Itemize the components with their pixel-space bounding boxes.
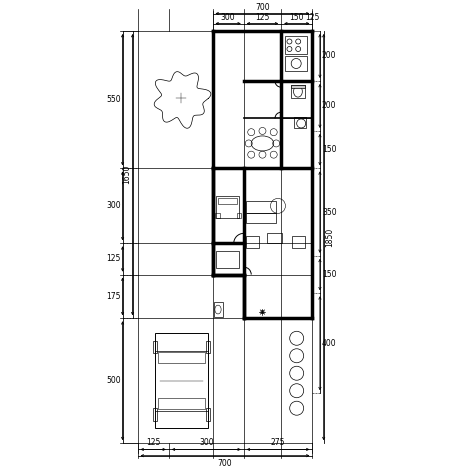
Text: 150: 150	[289, 13, 304, 22]
Bar	[153, 408, 157, 421]
Bar	[216, 196, 239, 219]
Text: 125: 125	[106, 254, 121, 264]
Text: 150: 150	[322, 270, 337, 279]
Text: 200: 200	[322, 102, 337, 110]
Bar	[246, 236, 259, 248]
Text: 400: 400	[322, 339, 337, 348]
Text: 700: 700	[218, 459, 232, 468]
Bar	[291, 86, 305, 88]
Bar	[155, 333, 207, 428]
Text: 500: 500	[106, 376, 121, 385]
Bar	[246, 201, 276, 213]
Bar	[215, 213, 220, 219]
Bar	[292, 236, 305, 248]
Bar	[267, 234, 283, 243]
Bar	[214, 302, 222, 317]
Text: 150: 150	[322, 145, 337, 154]
Bar	[246, 213, 276, 223]
Bar	[206, 408, 210, 421]
Text: 275: 275	[271, 439, 285, 447]
Text: 1650: 1650	[122, 165, 131, 184]
Bar	[158, 398, 205, 409]
Text: 300: 300	[221, 13, 235, 22]
Text: 125: 125	[305, 13, 320, 22]
Bar	[158, 352, 205, 363]
Bar	[285, 36, 307, 54]
Bar	[291, 85, 305, 98]
Text: 125: 125	[146, 439, 160, 447]
Bar	[294, 117, 306, 128]
Text: 350: 350	[322, 208, 337, 217]
Text: 125: 125	[255, 13, 270, 22]
Text: 175: 175	[106, 292, 121, 301]
Bar	[238, 213, 241, 219]
Text: 700: 700	[255, 2, 270, 12]
Bar	[153, 341, 157, 353]
Bar	[217, 197, 238, 204]
Bar	[216, 251, 239, 268]
Bar	[285, 56, 307, 71]
Text: 300: 300	[106, 201, 121, 211]
Text: 550: 550	[106, 95, 121, 104]
Text: 200: 200	[322, 52, 337, 61]
Text: 1850: 1850	[326, 227, 335, 247]
Bar	[206, 341, 210, 353]
Text: 300: 300	[199, 439, 214, 447]
